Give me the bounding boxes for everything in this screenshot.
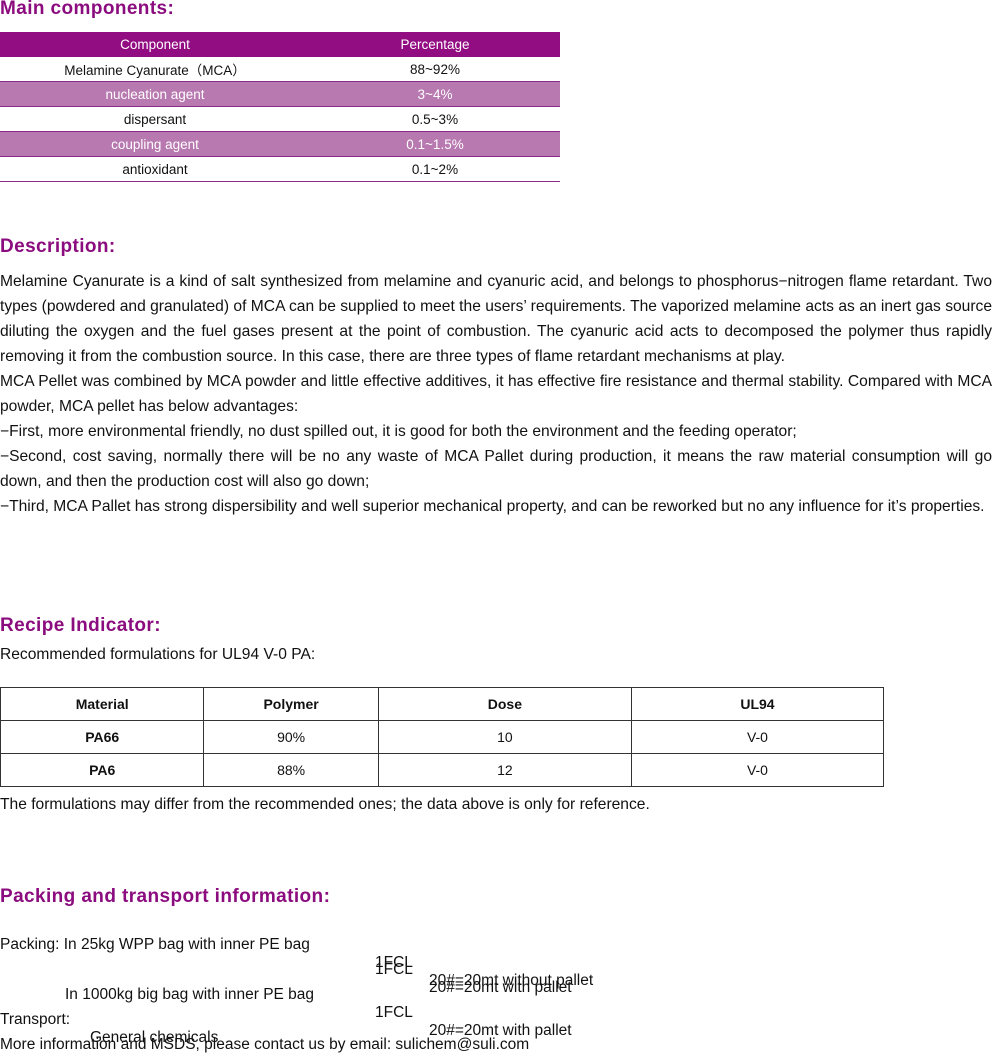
recipe-polymer: 88% — [203, 753, 379, 787]
recipe-material: PA6 — [0, 753, 205, 787]
component-name: nucleation agent — [0, 81, 310, 107]
recipe-header-material: Material — [0, 687, 205, 721]
table-row: antioxidant 0.1~2% — [0, 156, 560, 182]
packing-fcl: 1FCL — [375, 961, 413, 978]
table-row: PA66 90% 10 V-0 — [0, 720, 885, 754]
description-paragraph: −Third, MCA Pallet has strong dispersibi… — [0, 498, 985, 515]
recipe-dose: 12 — [377, 753, 632, 787]
recipe-header-dose: Dose — [377, 687, 632, 721]
packing-line-2: 1FCL 20#=20mt with pallet — [0, 943, 572, 997]
component-percentage: 0.5~3% — [310, 106, 560, 132]
packing-value: 20#=20mt with pallet — [429, 1022, 572, 1039]
component-percentage: 3~4% — [310, 81, 560, 107]
table-row: dispersant 0.5~3% — [0, 106, 560, 132]
component-name: antioxidant — [0, 156, 310, 182]
description-body: Melamine Cyanurate is a kind of salt syn… — [0, 269, 992, 519]
description-heading: Description: — [0, 236, 116, 257]
recipe-table: Material Polymer Dose UL94 PA66 90% 10 V… — [0, 687, 885, 787]
recipe-ul94: V-0 — [630, 753, 885, 787]
components-table: Component Percentage Melamine Cyanurate（… — [0, 32, 560, 182]
component-percentage: 88~92% — [310, 57, 560, 82]
recipe-dose: 10 — [377, 720, 632, 754]
component-percentage: 0.1~2% — [310, 156, 560, 182]
recipe-header-polymer: Polymer — [203, 687, 379, 721]
contact-line: More information and MSDS, please contac… — [0, 1018, 529, 1054]
description-paragraph: −First, more environmental friendly, no … — [0, 423, 797, 440]
contact-text: More information and MSDS, please contac… — [0, 1036, 530, 1053]
recipe-polymer: 90% — [203, 720, 379, 754]
recipe-header-ul94: UL94 — [630, 687, 885, 721]
description-paragraph: Melamine Cyanurate is a kind of salt syn… — [0, 273, 992, 365]
table-row: coupling agent 0.1~1.5% — [0, 131, 560, 157]
packing-fcl: 1FCL — [375, 954, 413, 971]
components-header-row: Component Percentage — [0, 32, 560, 57]
packing-heading: Packing and transport information: — [0, 886, 331, 907]
recipe-heading: Recipe Indicator: — [0, 615, 161, 636]
component-name: dispersant — [0, 106, 310, 132]
recipe-header-row: Material Polymer Dose UL94 — [0, 687, 885, 721]
component-name: coupling agent — [0, 131, 310, 157]
recipe-material: PA66 — [0, 720, 205, 754]
description-paragraph: MCA Pellet was combined by MCA powder an… — [0, 373, 992, 415]
packing-value: 20#=20mt with pallet — [429, 979, 572, 996]
recipe-ul94: V-0 — [630, 720, 885, 754]
component-percentage: 0.1~1.5% — [310, 131, 560, 157]
recipe-intro: Recommended formulations for UL94 V-0 PA… — [0, 646, 316, 663]
table-row: Melamine Cyanurate（MCA） 88~92% — [0, 57, 560, 82]
transport-label: Transport: — [0, 1011, 71, 1028]
table-row: nucleation agent 3~4% — [0, 81, 560, 107]
packing-label: In 1000kg big bag with inner PE bag — [65, 986, 315, 1003]
packing-value: 20#=20mt without pallet — [429, 972, 594, 989]
packing-fcl: 1FCL — [375, 1004, 413, 1021]
packing-line-3: In 1000kg big bag with inner PE bag 1FCL… — [0, 968, 572, 1040]
packing-label: Packing: In 25kg WPP bag with inner PE b… — [0, 936, 310, 953]
recipe-note: The formulations may differ from the rec… — [0, 796, 650, 813]
table-row: PA6 88% 12 V-0 — [0, 753, 885, 787]
packing-line-1: Packing: In 25kg WPP bag with inner PE b… — [0, 918, 593, 990]
components-header-component: Component — [0, 32, 310, 57]
main-components-heading: Main components: — [0, 0, 175, 19]
component-name: Melamine Cyanurate（MCA） — [0, 57, 310, 82]
description-paragraph: −Second, cost saving, normally there wil… — [0, 448, 992, 490]
components-header-percentage: Percentage — [310, 32, 560, 57]
